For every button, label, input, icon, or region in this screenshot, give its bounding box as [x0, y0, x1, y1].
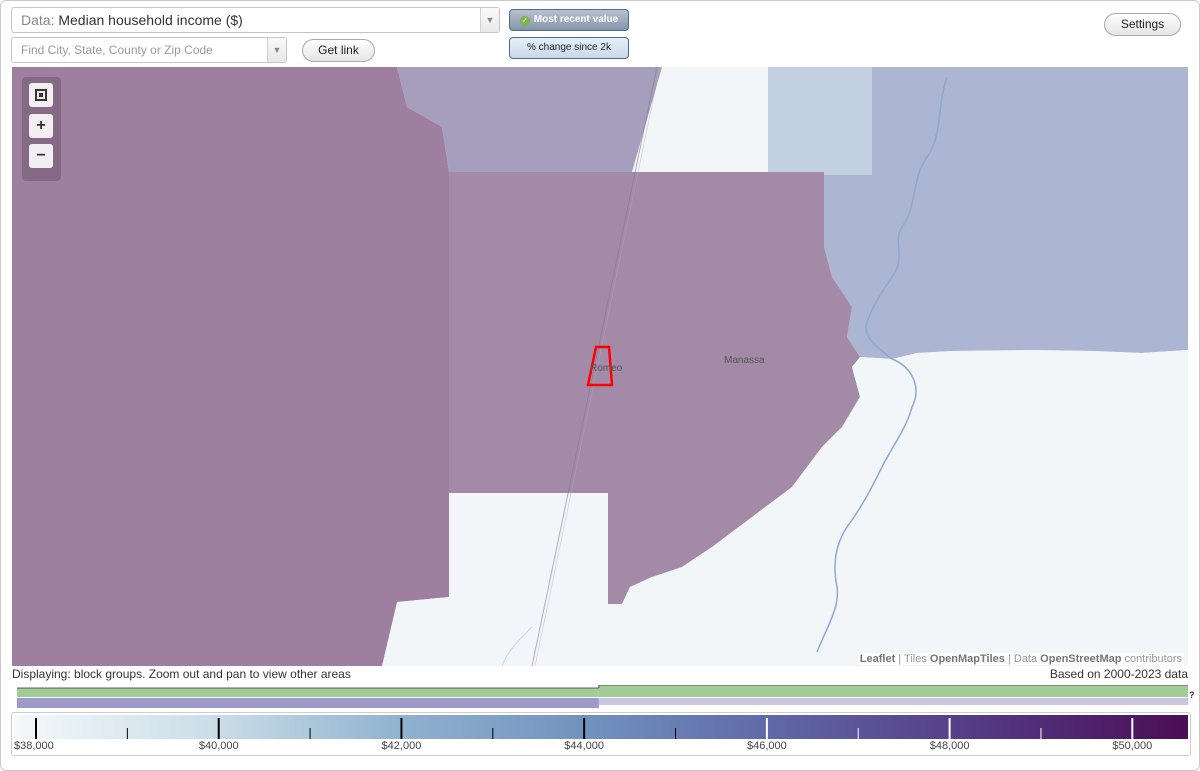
- place-label-manassa: Manassa: [724, 355, 765, 366]
- attribution-sep-2: |: [1004, 653, 1014, 665]
- map-attribution: Leaflet | Tiles OpenMapTiles | Data Open…: [857, 653, 1184, 665]
- legend-gradient-bar: [14, 715, 1188, 739]
- zoom-in-button[interactable]: +: [29, 114, 53, 138]
- histogram-green-left: [17, 688, 599, 697]
- region-north-light: [768, 67, 872, 175]
- leaflet-link[interactable]: Leaflet: [859, 653, 896, 665]
- data-select-value: Median household income ($): [58, 12, 243, 28]
- attribution-sep-1: |: [895, 653, 905, 665]
- data-prefix: Data: [1013, 653, 1041, 665]
- tiles-prefix: Tiles: [904, 653, 930, 665]
- most-recent-label: Most recent value: [533, 14, 619, 25]
- selected-area-outline: [586, 345, 614, 387]
- map-layers: [12, 67, 1188, 666]
- color-legend: $38,000 $40,000 $42,000 $44,000 $46,000 $48,0…: [11, 712, 1191, 756]
- map-canvas[interactable]: Romeo Manassa + − Leaflet | Tiles OpenMa…: [12, 67, 1188, 666]
- histogram-purple-light: [598, 698, 1188, 705]
- legend-tick-label: $50,000: [1112, 740, 1153, 752]
- legend-tick-label: $44,000: [564, 740, 605, 752]
- zoom-controls: + −: [22, 77, 61, 181]
- percent-change-toggle[interactable]: % change since 2k: [509, 37, 629, 59]
- settings-button[interactable]: Settings: [1104, 13, 1181, 36]
- data-select-prefix: Data:: [21, 12, 55, 28]
- legend-tick-label: $48,000: [929, 740, 970, 752]
- histogram-help[interactable]: ?: [1189, 690, 1195, 700]
- highway-line-2: [534, 67, 661, 666]
- river: [816, 76, 948, 653]
- region-north: [397, 67, 662, 172]
- region-south: [397, 493, 608, 666]
- fullscreen-icon: [35, 89, 47, 101]
- openmaptiles-link[interactable]: OpenMapTiles: [929, 653, 1005, 665]
- displaying-status: Displaying: block groups. Zoom out and p…: [12, 667, 351, 681]
- legend-tick-label: $40,000: [198, 740, 239, 752]
- get-link-button[interactable]: Get link: [302, 39, 375, 62]
- histogram-green-right: [598, 685, 1188, 697]
- region-central: [449, 172, 860, 604]
- place-label-romeo: Romeo: [590, 363, 623, 374]
- zoom-out-button[interactable]: −: [29, 144, 53, 168]
- most-recent-value-toggle[interactable]: ✓ Most recent value: [509, 9, 629, 31]
- check-icon: ✓: [519, 16, 530, 26]
- location-search-box[interactable]: ▼: [11, 37, 287, 63]
- data-years-note: Based on 2000-2023 data: [1049, 667, 1188, 681]
- histogram-purple-bar: [17, 698, 599, 708]
- legend-tick-label: $46,000: [746, 740, 787, 752]
- location-search-input[interactable]: [12, 38, 271, 62]
- region-west: [12, 67, 449, 666]
- legend-ticks: [35, 718, 1134, 739]
- chevron-down-icon[interactable]: ▼: [267, 38, 286, 62]
- fullscreen-button[interactable]: [29, 83, 53, 107]
- stream: [501, 626, 533, 666]
- region-southeast: [608, 350, 1188, 666]
- distribution-histogram: [17, 685, 1188, 708]
- legend-tick-label: $42,000: [381, 740, 422, 752]
- data-variable-select[interactable]: Data: Median household income ($) ▼: [11, 7, 500, 33]
- legend-tick-label: $38,000: [14, 740, 54, 752]
- openstreetmap-link[interactable]: OpenStreetMap: [1040, 653, 1122, 665]
- contributors-text: contributors: [1121, 653, 1182, 665]
- highway-line: [531, 67, 658, 666]
- chevron-down-icon[interactable]: ▼: [480, 8, 499, 32]
